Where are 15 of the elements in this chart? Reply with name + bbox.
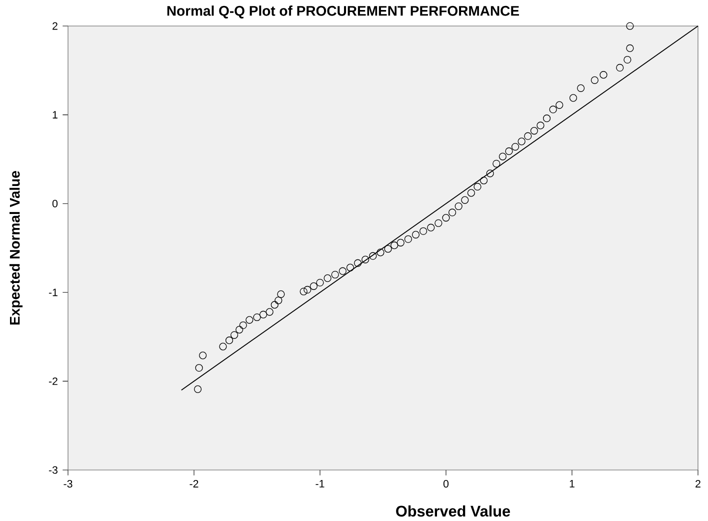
y-tick-label: -2 xyxy=(48,377,58,385)
chart-title: Normal Q-Q Plot of PROCUREMENT PERFORMANCE xyxy=(167,6,519,18)
y-tick-label: 0 xyxy=(52,200,58,208)
y-axis-title: Expected Normal Value xyxy=(9,171,23,324)
y-tick-label: -1 xyxy=(48,288,58,296)
x-tick-label: 2 xyxy=(696,480,700,488)
x-tick-label: -3 xyxy=(64,480,72,488)
x-tick-label: 0 xyxy=(443,480,449,488)
y-tick-label: -3 xyxy=(48,466,58,474)
x-tick-label: -1 xyxy=(316,480,324,488)
x-tick-label: 1 xyxy=(570,480,574,488)
x-axis-title: Observed Value xyxy=(396,505,510,517)
y-tick-label: 2 xyxy=(52,22,58,30)
y-tick-label: 1 xyxy=(52,111,58,118)
x-tick-label: -2 xyxy=(190,480,198,488)
